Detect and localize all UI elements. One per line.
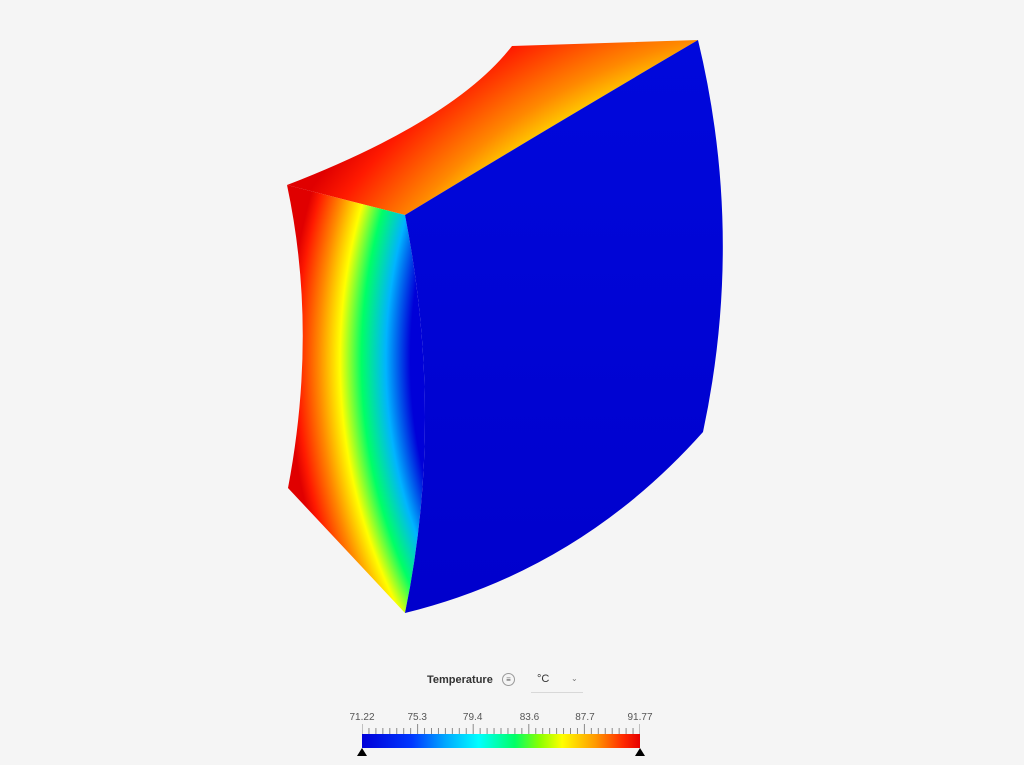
range-min-handle[interactable]: [357, 748, 367, 756]
legend-tick-label: 79.4: [462, 712, 483, 723]
legend-header: Temperature ≡ °C ⌄: [0, 670, 1024, 694]
legend-tick-label: 83.6: [519, 712, 540, 723]
legend-tick-label: 91.77: [627, 712, 653, 723]
hamburger-icon[interactable]: ≡: [502, 673, 515, 686]
legend-field-name: Temperature: [427, 674, 493, 686]
color-legend: Temperature ≡ °C ⌄ 71.22 75.3 79.4 83.6 87.7…: [0, 660, 1024, 765]
legend-colorbar: [362, 734, 640, 748]
model-front-face: [405, 40, 723, 613]
legend-ticks: [362, 724, 640, 734]
model-left-face: [287, 185, 425, 613]
legend-tick-label: 71.22: [349, 712, 375, 723]
unit-select[interactable]: °C ⌄: [531, 670, 583, 693]
unit-value: °C: [537, 673, 550, 685]
3d-viewport[interactable]: [0, 0, 1024, 640]
legend-tick-label: 87.7: [575, 712, 595, 723]
range-max-handle[interactable]: [635, 748, 645, 756]
legend-tick-label: 75.3: [407, 712, 427, 723]
model-top-face: [287, 40, 698, 215]
chevron-down-icon: ⌄: [571, 674, 578, 683]
